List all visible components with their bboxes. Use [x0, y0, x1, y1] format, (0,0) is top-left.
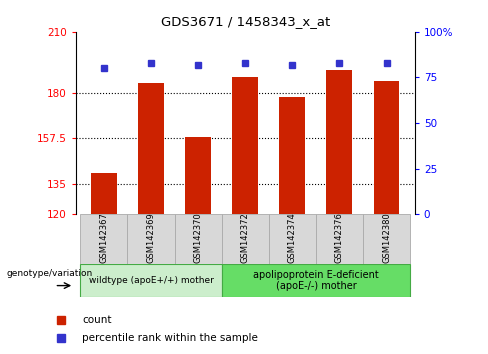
Bar [127, 214, 175, 264]
Text: GSM142380: GSM142380 [382, 213, 391, 263]
Text: GSM142369: GSM142369 [146, 213, 156, 263]
Bar [138, 82, 164, 214]
Text: apolipoprotein E-deficient
(apoE-/-) mother: apolipoprotein E-deficient (apoE-/-) mot… [253, 270, 379, 291]
Text: count: count [82, 315, 111, 325]
Bar [175, 214, 222, 264]
Bar [269, 214, 316, 264]
Bar [185, 137, 211, 214]
Text: GSM142372: GSM142372 [241, 213, 250, 263]
Text: GSM142367: GSM142367 [100, 212, 108, 263]
Text: percentile rank within the sample: percentile rank within the sample [82, 333, 258, 343]
Bar [91, 173, 117, 214]
Text: GSM142374: GSM142374 [288, 213, 297, 263]
Bar [81, 214, 127, 264]
Bar [222, 214, 269, 264]
Bar [363, 214, 410, 264]
Bar [374, 81, 400, 214]
Bar [81, 264, 222, 297]
Bar [279, 97, 305, 214]
Text: GSM142376: GSM142376 [335, 212, 344, 263]
Bar [326, 70, 352, 214]
Bar [316, 214, 363, 264]
Title: GDS3671 / 1458343_x_at: GDS3671 / 1458343_x_at [161, 15, 330, 28]
Text: wildtype (apoE+/+) mother: wildtype (apoE+/+) mother [88, 276, 213, 285]
Text: GSM142370: GSM142370 [194, 213, 203, 263]
Text: genotype/variation: genotype/variation [6, 269, 92, 278]
Bar [232, 78, 258, 214]
Bar [222, 264, 410, 297]
